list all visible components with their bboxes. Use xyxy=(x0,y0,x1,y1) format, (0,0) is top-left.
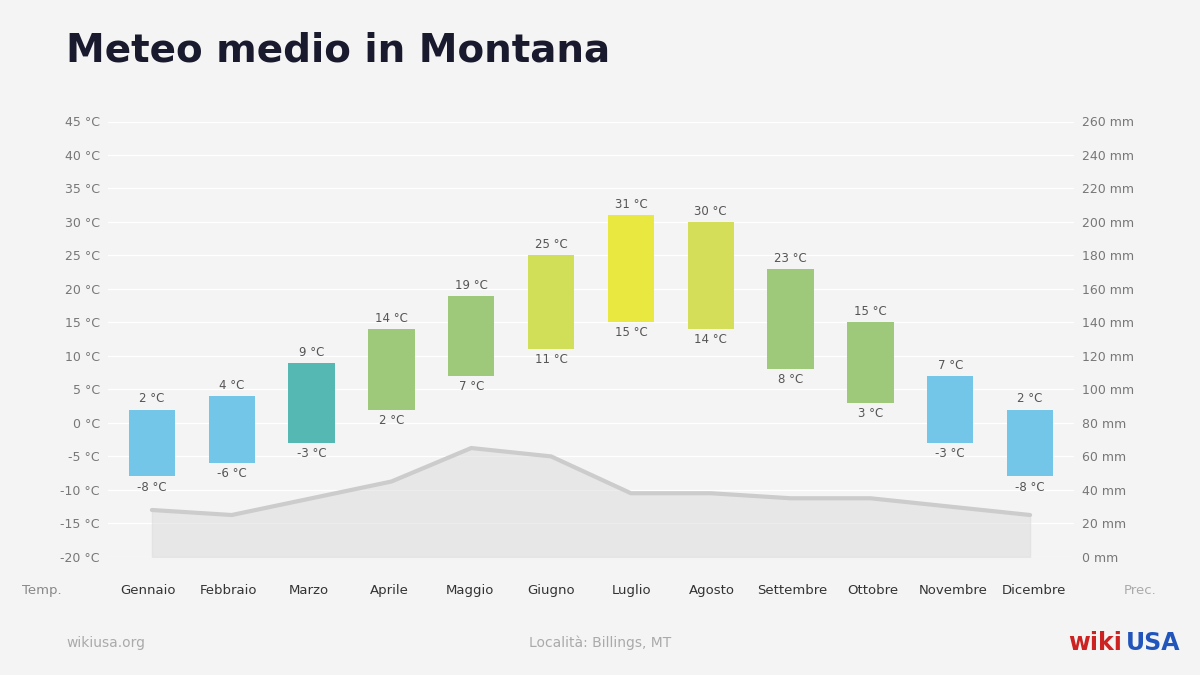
Bar xyxy=(688,222,734,329)
Text: 23 °C: 23 °C xyxy=(774,252,806,265)
Text: wiki: wiki xyxy=(1068,630,1122,655)
Text: 15 °C: 15 °C xyxy=(854,305,887,319)
Text: 30 °C: 30 °C xyxy=(695,205,727,218)
Bar xyxy=(448,296,494,376)
Text: 7 °C: 7 °C xyxy=(458,380,484,393)
Text: Dicembre: Dicembre xyxy=(1002,584,1066,597)
Text: -8 °C: -8 °C xyxy=(1015,481,1045,493)
Bar xyxy=(928,376,973,443)
Bar xyxy=(1007,410,1054,477)
Text: Agosto: Agosto xyxy=(689,584,734,597)
Text: 11 °C: 11 °C xyxy=(535,353,568,367)
Text: 14 °C: 14 °C xyxy=(695,333,727,346)
Bar xyxy=(607,215,654,323)
Text: -8 °C: -8 °C xyxy=(137,481,167,493)
Text: Febbraio: Febbraio xyxy=(200,584,258,597)
Text: Settembre: Settembre xyxy=(757,584,827,597)
Text: Marzo: Marzo xyxy=(289,584,329,597)
Bar xyxy=(368,329,414,410)
Text: 14 °C: 14 °C xyxy=(374,312,408,325)
Text: -6 °C: -6 °C xyxy=(217,467,247,480)
Text: 4 °C: 4 °C xyxy=(220,379,245,392)
Text: 8 °C: 8 °C xyxy=(778,373,803,386)
Text: 15 °C: 15 °C xyxy=(614,327,647,340)
Bar xyxy=(528,255,575,349)
Bar xyxy=(847,323,894,403)
Text: 2 °C: 2 °C xyxy=(139,392,164,406)
Text: USA: USA xyxy=(1126,630,1180,655)
Text: 25 °C: 25 °C xyxy=(535,238,568,252)
Text: 19 °C: 19 °C xyxy=(455,279,487,292)
Text: 3 °C: 3 °C xyxy=(858,407,883,420)
Text: Novembre: Novembre xyxy=(919,584,988,597)
Text: Meteo medio in Montana: Meteo medio in Montana xyxy=(66,32,610,70)
Bar xyxy=(288,362,335,443)
Text: -3 °C: -3 °C xyxy=(296,447,326,460)
Text: 2 °C: 2 °C xyxy=(1018,392,1043,406)
Text: Gennaio: Gennaio xyxy=(120,584,176,597)
Text: Maggio: Maggio xyxy=(446,584,494,597)
Text: Aprile: Aprile xyxy=(371,584,409,597)
Text: 9 °C: 9 °C xyxy=(299,346,324,358)
Bar xyxy=(768,269,814,369)
Text: -3 °C: -3 °C xyxy=(936,447,965,460)
Text: wikiusa.org: wikiusa.org xyxy=(66,636,145,649)
Text: 7 °C: 7 °C xyxy=(937,359,962,372)
Text: 31 °C: 31 °C xyxy=(614,198,647,211)
Text: 2 °C: 2 °C xyxy=(379,414,404,427)
Text: Località: Billings, MT: Località: Billings, MT xyxy=(529,635,671,650)
Text: Ottobre: Ottobre xyxy=(847,584,899,597)
Text: Prec.: Prec. xyxy=(1123,584,1157,597)
Text: Temp.: Temp. xyxy=(22,584,62,597)
Text: Giugno: Giugno xyxy=(527,584,575,597)
Text: Luglio: Luglio xyxy=(612,584,652,597)
Bar xyxy=(128,410,175,477)
Bar xyxy=(209,396,254,463)
